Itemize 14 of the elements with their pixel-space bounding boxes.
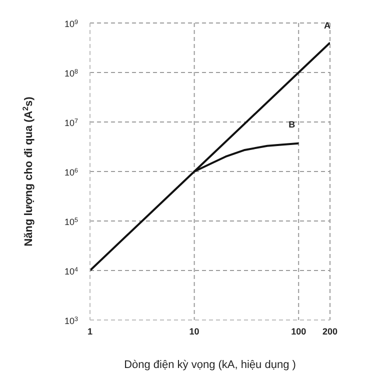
y-tick-label: 10$^{5}$ bbox=[64, 216, 78, 227]
series-label: B bbox=[288, 119, 296, 130]
y-tick-label: 10$^{9}$ bbox=[64, 18, 78, 29]
y-tick-label: 10$^{8}$ bbox=[64, 68, 78, 78]
x-tick-label: 100 bbox=[291, 326, 306, 336]
y-tick-label: 10$^{6}$ bbox=[64, 167, 78, 178]
x-tick-label: 200 bbox=[322, 326, 338, 336]
x-axis-title: Dòng điện kỳ vọng (kA, hiệu dụng ) bbox=[124, 359, 296, 371]
x-tick-label: 1 bbox=[87, 326, 93, 336]
y-tick-label: 10$^{7}$ bbox=[64, 118, 78, 128]
x-tick-label: 10 bbox=[189, 326, 200, 336]
y-tick-label: 10$^{3}$ bbox=[64, 316, 78, 326]
y-tick-label: 10$^{4}$ bbox=[64, 266, 78, 276]
series-label: A bbox=[324, 20, 331, 31]
